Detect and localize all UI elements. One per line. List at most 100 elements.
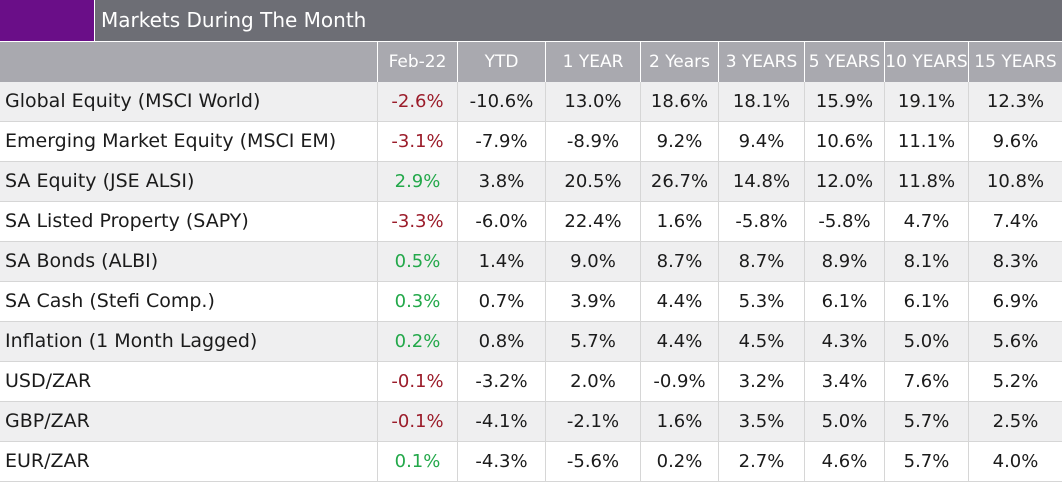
table-cell: 3.8%: [457, 162, 545, 201]
table-cell: 6.1%: [804, 282, 884, 321]
column-header: 10 YEARS: [884, 42, 968, 82]
table-cell: 8.9%: [804, 242, 884, 281]
table-cell: 15.9%: [804, 82, 884, 121]
row-label: EUR/ZAR: [5, 450, 90, 472]
table-cell: 2.0%: [545, 362, 640, 401]
table-cell: -3.2%: [457, 362, 545, 401]
table-cell: -0.1%: [377, 362, 457, 401]
table-cell: -6.0%: [457, 202, 545, 241]
table-cell: -4.1%: [457, 402, 545, 441]
column-header: 5 YEARS: [804, 42, 884, 82]
table-cell: 14.8%: [718, 162, 804, 201]
table-cell: 5.0%: [884, 322, 968, 361]
table-cell: -4.3%: [457, 442, 545, 481]
table-cell: 2.7%: [718, 442, 804, 481]
table-cell: -7.9%: [457, 122, 545, 161]
table-cell: -5.8%: [718, 202, 804, 241]
table-cell: 20.5%: [545, 162, 640, 201]
table-cell: 4.6%: [804, 442, 884, 481]
table-cell: 11.8%: [884, 162, 968, 201]
table-cell: 9.0%: [545, 242, 640, 281]
table-cell: 3.5%: [718, 402, 804, 441]
row-label: GBP/ZAR: [5, 410, 90, 432]
table-cell: 9.2%: [640, 122, 718, 161]
table-cell: -10.6%: [457, 82, 545, 121]
table-cell: 19.1%: [884, 82, 968, 121]
table-cell: 0.2%: [377, 322, 457, 361]
table-cell: 0.1%: [377, 442, 457, 481]
table-row: SA Bonds (ALBI) 0.5% 1.4% 9.0% 8.7% 8.7% 8.9% 8…: [0, 242, 1062, 282]
table-cell: 5.3%: [718, 282, 804, 321]
table-cell: 4.0%: [968, 442, 1062, 481]
column-header: 15 YEARS: [968, 42, 1062, 82]
table-row: SA Cash (Stefi Comp.) 0.3% 0.7% 3.9% 4.4% 5.3…: [0, 282, 1062, 322]
row-label: Emerging Market Equity (MSCI EM): [5, 130, 337, 152]
row-label: SA Equity (JSE ALSI): [5, 170, 195, 192]
brand-swatch: [0, 0, 95, 41]
title-bar: Markets During The Month: [0, 0, 1062, 41]
table-row: EUR/ZAR 0.1% -4.3% -5.6% 0.2% 2.7% 4.6% 5.7% 4.0…: [0, 442, 1062, 482]
table-row: USD/ZAR -0.1% -3.2% 2.0% -0.9% 3.2% 3.4% 7.6% 5.…: [0, 362, 1062, 402]
table-row: SA Equity (JSE ALSI) 2.9% 3.8% 20.5% 26.7% 14…: [0, 162, 1062, 202]
table-cell: 4.7%: [884, 202, 968, 241]
table-row: Emerging Market Equity (MSCI EM) -3.1% -7.…: [0, 122, 1062, 162]
table-cell: 1.6%: [640, 202, 718, 241]
table-cell: -5.8%: [804, 202, 884, 241]
table-cell: 1.6%: [640, 402, 718, 441]
table-cell: 10.6%: [804, 122, 884, 161]
table-cell: 6.9%: [968, 282, 1062, 321]
table-cell: 0.5%: [377, 242, 457, 281]
table-cell: 2.5%: [968, 402, 1062, 441]
table-cell: 7.4%: [968, 202, 1062, 241]
column-header: 1 YEAR: [545, 42, 640, 82]
table-cell: 13.0%: [545, 82, 640, 121]
table-cell: 0.8%: [457, 322, 545, 361]
table-cell: -5.6%: [545, 442, 640, 481]
table-cell: -3.3%: [377, 202, 457, 241]
column-header: 2 Years: [640, 42, 718, 82]
table-cell: 11.1%: [884, 122, 968, 161]
table-cell: 0.2%: [640, 442, 718, 481]
column-header: Feb-22: [377, 42, 457, 82]
table-row: Inflation (1 Month Lagged) 0.2% 0.8% 5.7% 4.…: [0, 322, 1062, 362]
table-cell: 5.0%: [804, 402, 884, 441]
table-cell: 3.2%: [718, 362, 804, 401]
table-cell: 5.7%: [884, 402, 968, 441]
table-cell: 4.4%: [640, 322, 718, 361]
table-cell: 18.1%: [718, 82, 804, 121]
table-cell: 12.0%: [804, 162, 884, 201]
table-cell: 5.7%: [545, 322, 640, 361]
column-header: YTD: [457, 42, 545, 82]
table-cell: 6.1%: [884, 282, 968, 321]
table-cell: 9.4%: [718, 122, 804, 161]
table-cell: -0.9%: [640, 362, 718, 401]
table-cell: 10.8%: [968, 162, 1062, 201]
table-cell: 5.6%: [968, 322, 1062, 361]
table-cell: -2.1%: [545, 402, 640, 441]
table-row: GBP/ZAR -0.1% -4.1% -2.1% 1.6% 3.5% 5.0% 5.7% 2.…: [0, 402, 1062, 442]
row-label: SA Bonds (ALBI): [5, 250, 159, 272]
row-label: USD/ZAR: [5, 370, 92, 392]
header-row: Feb-22 YTD 1 YEAR 2 Years 3 YEARS 5 YEARS 10 Y…: [0, 42, 1062, 82]
table-cell: -3.1%: [377, 122, 457, 161]
table-cell: 1.4%: [457, 242, 545, 281]
table-cell: 4.4%: [640, 282, 718, 321]
table-cell: 5.2%: [968, 362, 1062, 401]
table-cell: 8.3%: [968, 242, 1062, 281]
table-title: Markets During The Month: [101, 8, 367, 32]
table-cell: 2.9%: [377, 162, 457, 201]
table-cell: 0.3%: [377, 282, 457, 321]
table-row: Global Equity (MSCI World) -2.6% -10.6% 13.…: [0, 82, 1062, 122]
table-cell: 8.1%: [884, 242, 968, 281]
table-row: SA Listed Property (SAPY) -3.3% -6.0% 22.4%…: [0, 202, 1062, 242]
row-label: Global Equity (MSCI World): [5, 90, 261, 112]
row-label: SA Cash (Stefi Comp.): [5, 290, 215, 312]
table-cell: 3.4%: [804, 362, 884, 401]
row-label: Inflation (1 Month Lagged): [5, 330, 258, 352]
table-cell: 8.7%: [718, 242, 804, 281]
table-cell: 0.7%: [457, 282, 545, 321]
table-cell: -2.6%: [377, 82, 457, 121]
column-header: 3 YEARS: [718, 42, 804, 82]
table-cell: -0.1%: [377, 402, 457, 441]
